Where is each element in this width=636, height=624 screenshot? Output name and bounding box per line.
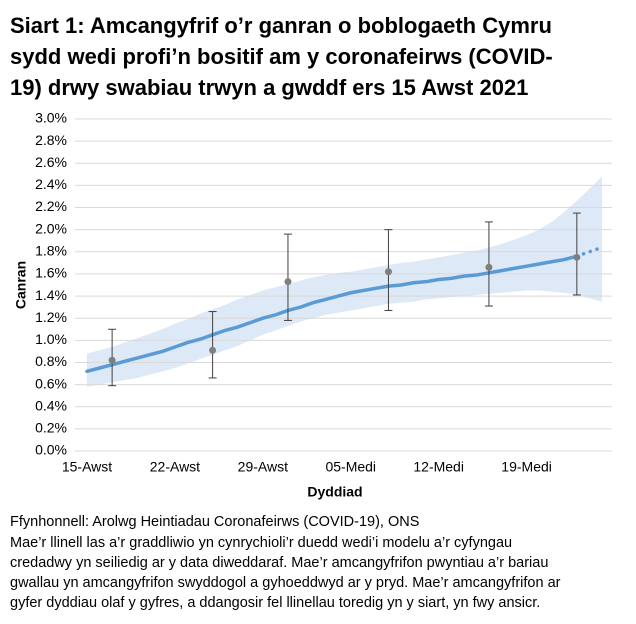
note: credadwy yn seiliedig ar y data diweddar…: [10, 555, 548, 571]
x-tick-label: 29-Awst: [238, 459, 288, 475]
y-tick-label: 1.2%: [35, 309, 67, 325]
note: gwallau yn amcangyfrifon swyddogol a gyh…: [10, 575, 561, 591]
estimate-point: [485, 263, 493, 271]
chart-title: sydd wedi profi’n bositif am y coronafei…: [10, 44, 553, 69]
y-tick-label: 2.8%: [35, 132, 67, 148]
y-tick-label: 2.4%: [35, 176, 67, 192]
note: Mae’r llinell las a’r graddliwio yn cynr…: [10, 535, 512, 551]
trend-line: [575, 245, 604, 258]
estimate-point: [284, 278, 292, 286]
y-tick-label: 0.4%: [35, 397, 67, 413]
y-tick-label: 0.0%: [35, 442, 67, 458]
trend-line: [85, 254, 579, 374]
note: gyfer dyddiau olaf y gyfres, a ddangosir…: [10, 595, 540, 611]
y-tick-label: 1.4%: [35, 287, 67, 303]
y-tick-label: 0.6%: [35, 375, 67, 391]
estimate-point: [384, 268, 392, 276]
y-axis-title: Canran: [13, 261, 29, 309]
chart-title: 19) drwy swabiau trwyn a gwddf ers 15 Aw…: [10, 75, 528, 100]
y-tick-label: 3.0%: [35, 110, 67, 126]
y-tick-label: 0.2%: [35, 420, 67, 436]
y-tick-label: 1.8%: [35, 243, 67, 259]
chart-title: Siart 1: Amcangyfrif o’r ganran o boblog…: [10, 13, 552, 38]
x-tick-label: 19-Medi: [501, 459, 552, 475]
confidence-band: [87, 176, 602, 387]
x-tick-label: 15-Awst: [62, 459, 112, 475]
y-tick-label: 2.0%: [35, 220, 67, 236]
x-tick-label: 05-Medi: [325, 459, 376, 475]
y-tick-label: 1.0%: [35, 331, 67, 347]
y-tick-label: 0.8%: [35, 353, 67, 369]
x-axis-title: Dyddiad: [307, 484, 362, 500]
estimate-point: [108, 356, 116, 364]
estimate-point: [209, 346, 217, 354]
y-tick-label: 2.2%: [35, 198, 67, 214]
source: Ffynhonnell: Arolwg Heintiadau Coronafei…: [10, 514, 419, 530]
x-tick-label: 12-Medi: [413, 459, 464, 475]
x-tick-label: 22-Awst: [150, 459, 200, 475]
y-tick-label: 2.6%: [35, 154, 67, 170]
y-tick-label: 1.6%: [35, 265, 67, 281]
estimate-point: [573, 253, 581, 261]
